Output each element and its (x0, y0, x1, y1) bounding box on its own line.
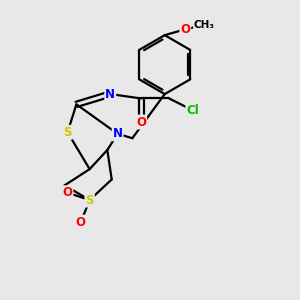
Text: O: O (180, 23, 190, 36)
Text: S: S (63, 126, 72, 139)
Text: O: O (63, 186, 73, 199)
Text: N: N (105, 88, 115, 100)
Text: Cl: Cl (186, 104, 199, 117)
Text: O: O (136, 116, 146, 128)
Text: N: N (112, 127, 123, 140)
Text: S: S (85, 194, 94, 207)
Text: CH₃: CH₃ (194, 20, 215, 30)
Text: O: O (76, 216, 86, 229)
